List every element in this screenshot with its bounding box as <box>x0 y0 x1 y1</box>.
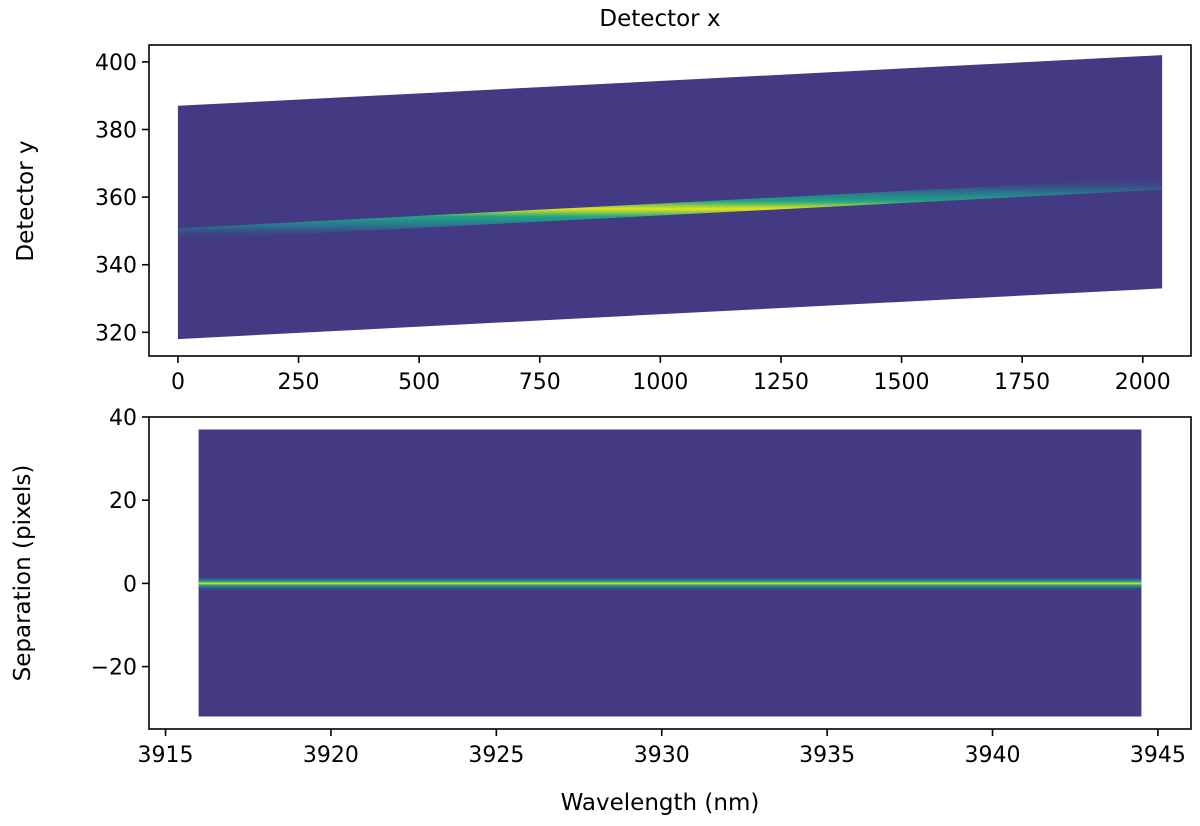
x-tick-label: 3925 <box>468 743 524 768</box>
y-tick-label: 0 <box>123 572 137 597</box>
bottom-x-ticks: 3915 3920 3925 3930 3935 3940 3945 <box>138 729 1186 768</box>
top-xlabel: Detector x <box>599 6 720 32</box>
top-ylabel: Detector y <box>13 140 39 261</box>
y-tick-label: 380 <box>95 119 137 144</box>
bottom-y-ticks: −20 0 20 40 <box>91 406 149 681</box>
x-tick-label: 3935 <box>799 743 855 768</box>
bottom-ylabel: Separation (pixels) <box>10 465 36 682</box>
y-tick-label: 340 <box>95 254 137 279</box>
x-tick-label: 3915 <box>138 743 194 768</box>
x-tick-label: 1750 <box>994 370 1050 395</box>
separation-trace <box>198 576 1142 591</box>
x-tick-label: 3940 <box>965 743 1021 768</box>
x-tick-label: 750 <box>519 370 561 395</box>
y-tick-label: 400 <box>95 51 137 76</box>
y-tick-label: 320 <box>95 321 137 346</box>
top-x-ticks: 0 250 500 750 1000 1250 1500 1750 2000 <box>171 356 1171 395</box>
y-tick-label: 360 <box>95 186 137 211</box>
x-tick-label: 1000 <box>632 370 688 395</box>
separation-region <box>198 429 1142 717</box>
detector-trace <box>177 177 1163 241</box>
detector-panel: Detector x Detector y 0 250 500 750 1000 1250… <box>13 6 1192 395</box>
x-tick-label: 3945 <box>1130 743 1186 768</box>
x-tick-label: 1500 <box>874 370 930 395</box>
x-tick-label: 3930 <box>634 743 690 768</box>
x-tick-label: 2000 <box>1115 370 1171 395</box>
x-tick-label: 0 <box>171 370 185 395</box>
y-tick-label: 40 <box>109 406 137 431</box>
detector-region <box>177 55 1163 340</box>
bottom-xlabel: Wavelength (nm) <box>561 790 760 816</box>
wavelength-panel: Wavelength (nm) Separation (pixels) 3915… <box>10 406 1192 816</box>
bottom-axes-frame <box>148 416 1192 730</box>
x-tick-label: 250 <box>278 370 320 395</box>
x-tick-label: 3920 <box>303 743 359 768</box>
y-tick-label: −20 <box>91 656 137 681</box>
top-y-ticks: 320 340 360 380 400 <box>95 51 149 346</box>
y-tick-label: 20 <box>109 489 137 514</box>
x-tick-label: 1250 <box>753 370 809 395</box>
x-tick-label: 500 <box>398 370 440 395</box>
top-axes-frame <box>148 44 1192 357</box>
